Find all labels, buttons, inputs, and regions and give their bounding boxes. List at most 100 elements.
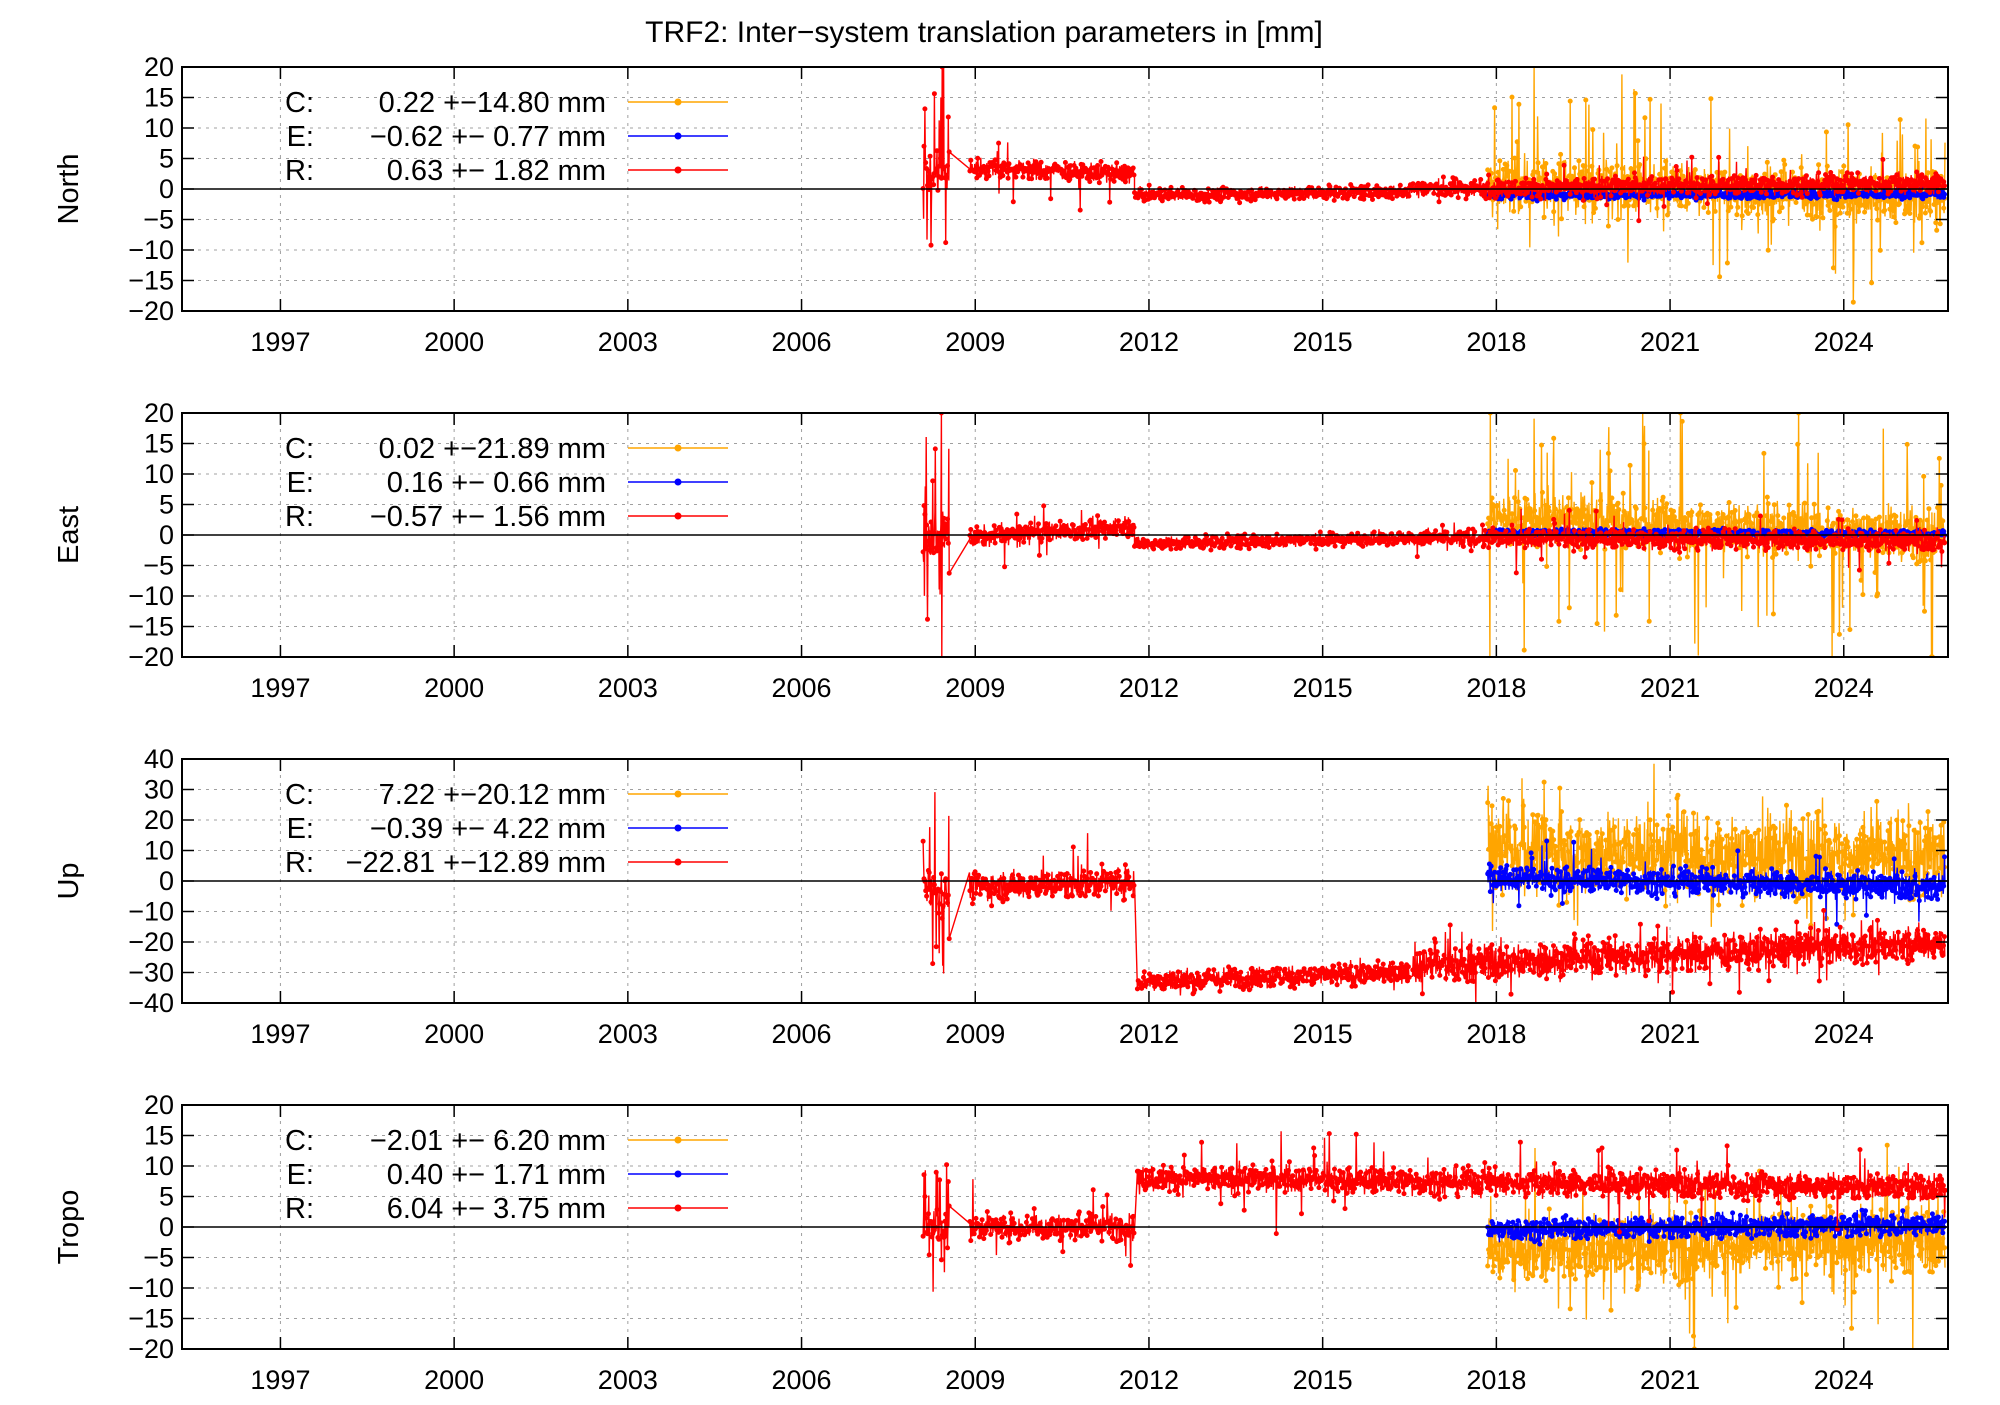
- legend-e-marker: [674, 1170, 682, 1178]
- x-tick-label: 1997: [250, 1365, 310, 1395]
- legend-e-marker: [674, 478, 682, 486]
- legend-r-marker: [674, 166, 682, 174]
- y-tick-label: 0: [159, 866, 174, 896]
- legend-e-name: E:: [287, 467, 314, 499]
- series-area: [920, 763, 1948, 1003]
- y-tick-label: 5: [159, 490, 174, 520]
- legend: C: 7.22 +−20.12 mm E: −0.39 +− 4.22 mm R: −22…: [285, 779, 728, 879]
- y-tick-label: 20: [144, 52, 174, 82]
- y-tick-label: −30: [128, 958, 174, 988]
- x-tick-label: 2015: [1293, 1365, 1353, 1395]
- x-tick-label: 2021: [1640, 1365, 1700, 1395]
- y-tick-label: −10: [128, 1273, 174, 1303]
- legend-r-name: R:: [285, 501, 314, 533]
- legend-r-name: R:: [285, 847, 314, 879]
- legend-r-name: R:: [285, 1193, 314, 1225]
- legend-e-stats: −0.62 +− 0.77 mm: [370, 121, 606, 153]
- x-tick-label: 1997: [250, 673, 310, 703]
- legend: C: 0.22 +−14.80 mm E: −0.62 +− 0.77 mm R: 0.6…: [285, 87, 728, 187]
- legend-r-stats: 6.04 +− 3.75 mm: [387, 1193, 606, 1225]
- x-tick-label: 2015: [1293, 327, 1353, 357]
- y-tick-label: 15: [144, 83, 174, 113]
- x-tick-label: 2006: [772, 1019, 832, 1049]
- y-tick-label: −40: [128, 988, 174, 1018]
- y-tick-label: 20: [144, 805, 174, 835]
- y-tick-label: −5: [143, 551, 174, 581]
- y-tick-label: −20: [128, 642, 174, 672]
- x-tick-label: 2003: [598, 673, 658, 703]
- legend-r-marker: [674, 858, 682, 866]
- x-tick-label: 2009: [945, 673, 1005, 703]
- x-tick-label: 2021: [1640, 673, 1700, 703]
- legend-c-marker: [674, 790, 682, 798]
- x-tick-label: 2018: [1466, 1365, 1526, 1395]
- x-tick-label: 2021: [1640, 1019, 1700, 1049]
- y-tick-label: 10: [144, 836, 174, 866]
- y-axis-label: East: [53, 506, 85, 564]
- x-tick-label: 2015: [1293, 673, 1353, 703]
- y-tick-label: 15: [144, 1121, 174, 1151]
- x-tick-label: 2009: [945, 327, 1005, 357]
- x-tick-label: 2009: [945, 1365, 1005, 1395]
- y-axis-label: Up: [53, 862, 85, 899]
- x-tick-label: 2003: [598, 327, 658, 357]
- y-tick-label: −5: [143, 1243, 174, 1273]
- x-tick-label: 2000: [424, 673, 484, 703]
- y-tick-label: 0: [159, 174, 174, 204]
- legend-e-name: E:: [287, 813, 314, 845]
- series-r-points: [920, 1131, 1948, 1268]
- x-tick-label: 2000: [424, 327, 484, 357]
- x-tick-label: 2012: [1119, 327, 1179, 357]
- legend-e-name: E:: [287, 1159, 314, 1191]
- x-tick-label: 1997: [250, 1019, 310, 1049]
- legend-c-stats: 0.02 +−21.89 mm: [379, 433, 606, 465]
- x-tick-label: 2000: [424, 1365, 484, 1395]
- legend-e-marker: [674, 132, 682, 140]
- y-tick-label: 5: [159, 144, 174, 174]
- legend-c-stats: 0.22 +−14.80 mm: [379, 87, 606, 119]
- y-tick-label: −15: [128, 266, 174, 296]
- y-tick-label: −10: [128, 581, 174, 611]
- y-tick-label: −20: [128, 1334, 174, 1364]
- x-tick-label: 2006: [772, 327, 832, 357]
- y-tick-label: −20: [128, 927, 174, 957]
- series-area: [920, 67, 1948, 305]
- y-tick-label: −5: [143, 205, 174, 235]
- x-tick-label: 1997: [250, 327, 310, 357]
- legend: C: 0.02 +−21.89 mm E: 0.16 +− 0.66 mm R: −0.5…: [285, 433, 728, 533]
- x-tick-label: 2015: [1293, 1019, 1353, 1049]
- x-tick-label: 2024: [1814, 327, 1874, 357]
- legend-e-marker: [674, 824, 682, 832]
- series-r: [920, 413, 1948, 657]
- legend-c-name: C:: [285, 87, 314, 119]
- y-tick-label: 0: [159, 520, 174, 550]
- x-tick-label: 2024: [1814, 1365, 1874, 1395]
- x-tick-label: 2012: [1119, 1019, 1179, 1049]
- legend-r-stats: 0.63 +− 1.82 mm: [387, 155, 606, 187]
- series-r: [920, 792, 1947, 1003]
- y-tick-label: 10: [144, 1151, 174, 1181]
- y-tick-label: 10: [144, 459, 174, 489]
- x-tick-label: 2018: [1466, 673, 1526, 703]
- y-tick-label: 40: [144, 744, 174, 774]
- x-tick-label: 2003: [598, 1365, 658, 1395]
- x-tick-label: 2021: [1640, 327, 1700, 357]
- y-tick-label: −15: [128, 612, 174, 642]
- legend-r-stats: −22.81 +−12.89 mm: [346, 847, 606, 879]
- y-axis-label: Tropo: [53, 1190, 85, 1265]
- y-tick-label: 5: [159, 1182, 174, 1212]
- legend-c-name: C:: [285, 433, 314, 465]
- x-tick-label: 2018: [1466, 327, 1526, 357]
- legend-r-marker: [674, 1204, 682, 1212]
- y-tick-label: 15: [144, 429, 174, 459]
- legend-c-marker: [674, 98, 682, 106]
- legend-c-stats: 7.22 +−20.12 mm: [379, 779, 606, 811]
- y-tick-label: 10: [144, 113, 174, 143]
